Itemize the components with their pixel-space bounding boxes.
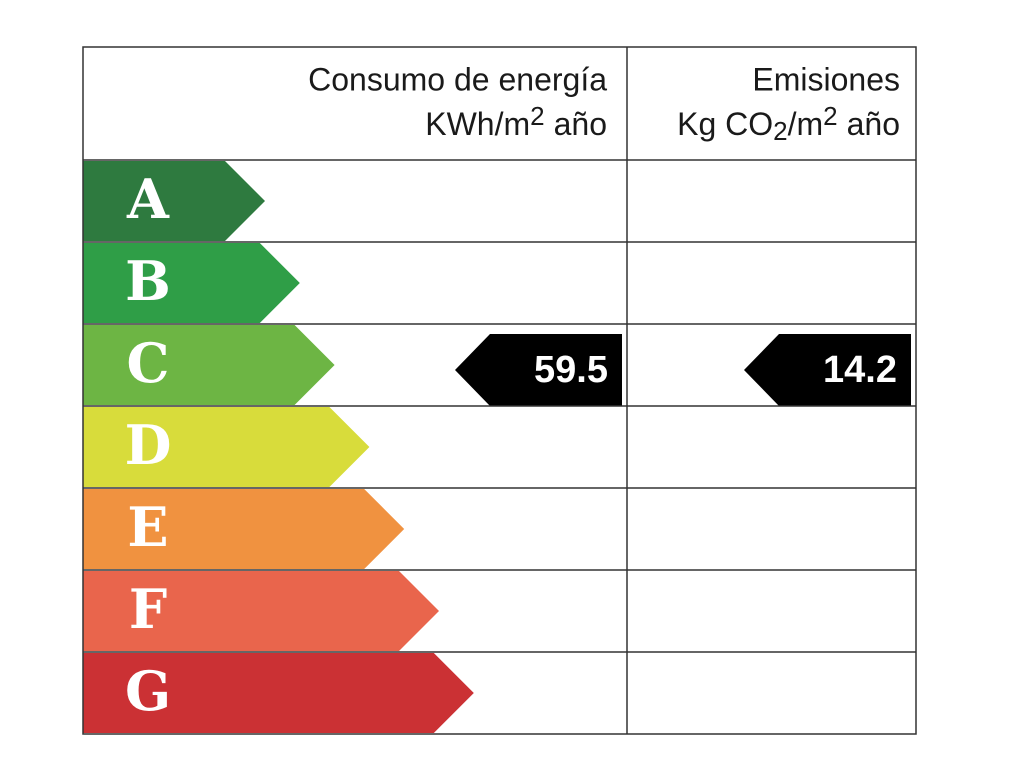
value-label: 59.5 [534,349,608,391]
grade-letter: B [125,249,171,313]
unit-part: Kg CO [677,106,773,142]
header-title: Emisiones [752,61,900,97]
grade-letter: G [125,659,171,723]
frame [82,46,917,735]
header-unit: KWh/m2 año [425,101,607,143]
table-border [82,46,917,735]
unit-part: /m [788,106,824,142]
grade-letter: C [127,331,170,395]
unit-part: año [554,106,607,142]
grade-arrow [83,161,265,241]
unit-part: 2 [530,101,544,131]
unit-part: 2 [773,116,787,146]
grade-arrow [83,407,370,487]
grade-arrow [83,325,335,405]
grade-letter: E [127,495,168,559]
grade-letter: A [126,167,170,231]
grade-arrow [83,653,474,733]
header-title: Consumo de energía [308,61,607,97]
grade-arrow [83,243,300,323]
header-unit: Kg CO2/m2 año [677,101,900,147]
value-pointer [744,334,911,406]
grade-letter: D [125,413,172,477]
value-label: 14.2 [823,349,897,391]
unit-part: KWh/m [425,106,530,142]
grade-letter: F [129,577,167,641]
grade-arrow [83,571,439,651]
grade-arrow [83,489,405,569]
unit-part: 2 [823,101,837,131]
value-pointer [455,334,622,406]
unit-part: año [847,106,900,142]
